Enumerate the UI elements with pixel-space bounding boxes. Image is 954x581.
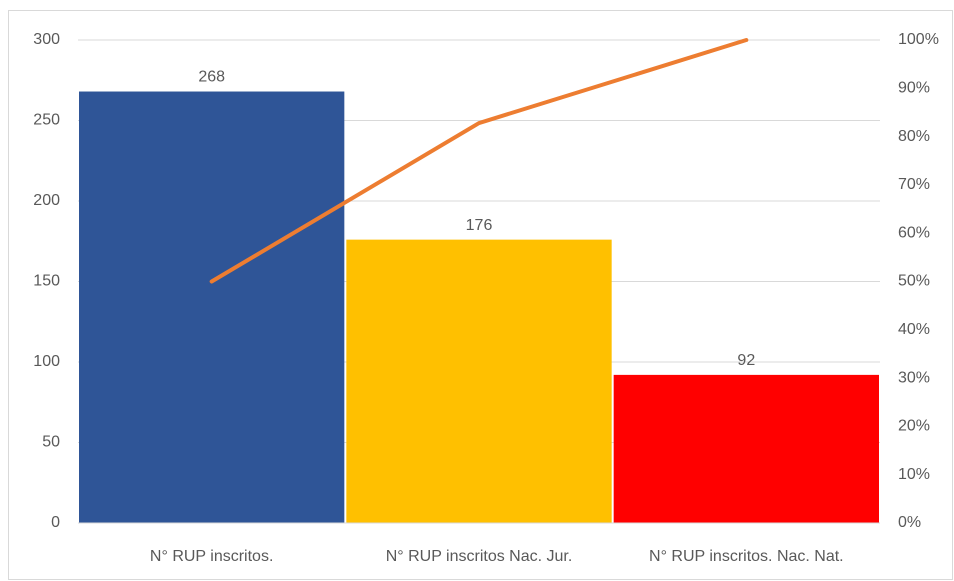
y-tick-label: 50 bbox=[42, 434, 60, 451]
bar bbox=[79, 91, 345, 524]
y2-tick-label: 40% bbox=[898, 321, 930, 338]
y-tick-label: 100 bbox=[33, 353, 60, 370]
y2-tick-label: 20% bbox=[898, 418, 930, 435]
y-tick-label: 250 bbox=[33, 112, 60, 129]
y2-tick-label: 100% bbox=[898, 31, 939, 48]
y2-tick-label: 10% bbox=[898, 466, 930, 483]
bar bbox=[613, 374, 879, 523]
y2-tick-label: 80% bbox=[898, 128, 930, 145]
data-label: 92 bbox=[737, 352, 755, 369]
y2-tick-label: 30% bbox=[898, 369, 930, 386]
data-label: 268 bbox=[198, 69, 225, 86]
y2-tick-label: 90% bbox=[898, 80, 930, 97]
y2-tick-label: 50% bbox=[898, 273, 930, 290]
bar bbox=[346, 239, 612, 523]
x-tick-label: N° RUP inscritos Nac. Jur. bbox=[386, 548, 573, 565]
y2-tick-label: 0% bbox=[898, 514, 921, 531]
x-tick-label: N° RUP inscritos. Nac. Nat. bbox=[649, 548, 844, 565]
x-tick-label: N° RUP inscritos. bbox=[150, 548, 273, 565]
y-tick-label: 0 bbox=[51, 514, 60, 531]
y-tick-label: 150 bbox=[33, 273, 60, 290]
y2-tick-label: 70% bbox=[898, 176, 930, 193]
y-tick-label: 200 bbox=[33, 192, 60, 209]
y2-tick-label: 60% bbox=[898, 224, 930, 241]
chart-frame bbox=[8, 10, 953, 580]
data-label: 176 bbox=[466, 217, 493, 234]
cumulative-line bbox=[209, 38, 749, 284]
y-tick-label: 300 bbox=[33, 31, 60, 48]
